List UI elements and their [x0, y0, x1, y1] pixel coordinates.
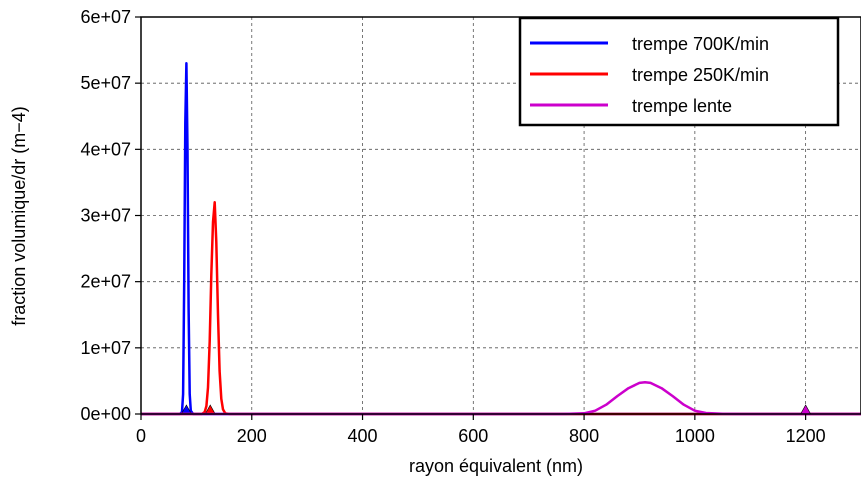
x-axis-ticks: 0 200 400 600 800 1000 1200: [136, 414, 826, 446]
y-tick-label: 1e+07: [80, 338, 131, 358]
legend-box: [518, 16, 840, 127]
x-tick-label: 1000: [675, 426, 715, 446]
x-tick-label: 200: [237, 426, 267, 446]
series-line-1: [141, 201, 861, 416]
y-tick-label: 6e+07: [80, 7, 131, 27]
legend: trempe 700K/min trempe 250K/min trempe l…: [518, 16, 840, 127]
y-tick-label: 2e+07: [80, 272, 131, 292]
x-tick-label: 800: [569, 426, 599, 446]
y-tick-label: 0e+00: [80, 404, 131, 424]
y-axis-label: fraction volumique/dr (m−4): [9, 106, 29, 326]
legend-label-2: trempe lente: [632, 96, 732, 116]
x-tick-label: 400: [348, 426, 378, 446]
y-tick-label: 3e+07: [80, 206, 131, 226]
x-tick-label: 1200: [786, 426, 826, 446]
x-tick-label: 600: [458, 426, 488, 446]
legend-label-1: trempe 250K/min: [632, 65, 769, 85]
series-marker-2: [800, 404, 812, 415]
series-line-2: [141, 380, 861, 416]
y-axis-ticks: 0e+00 1e+07 2e+07 3e+07 4e+07 5e+07 6e+07: [80, 7, 141, 424]
y-tick-label: 5e+07: [80, 73, 131, 93]
y-tick-label: 4e+07: [80, 139, 131, 159]
x-axis-label: rayon équivalent (nm): [409, 456, 583, 476]
x-tick-label: 0: [136, 426, 146, 446]
legend-label-0: trempe 700K/min: [632, 34, 769, 54]
